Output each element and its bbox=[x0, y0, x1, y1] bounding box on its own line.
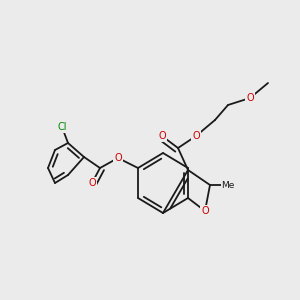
Text: O: O bbox=[246, 93, 254, 103]
Text: O: O bbox=[201, 206, 209, 216]
Text: O: O bbox=[158, 131, 166, 141]
Text: O: O bbox=[192, 131, 200, 141]
Text: O: O bbox=[88, 178, 96, 188]
Text: Me: Me bbox=[221, 181, 235, 190]
Text: O: O bbox=[114, 153, 122, 163]
Text: Cl: Cl bbox=[57, 122, 67, 132]
